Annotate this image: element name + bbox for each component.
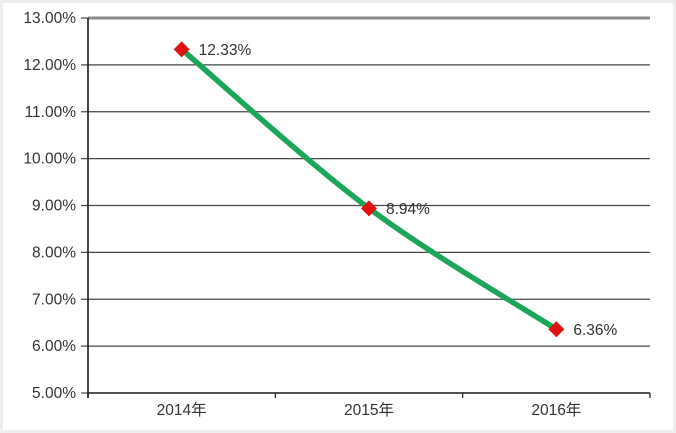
x-category-label: 2015年 (344, 401, 394, 419)
y-tick-label: 13.00% (23, 10, 76, 27)
y-tick-label: 5.00% (32, 385, 76, 402)
y-tick-label: 8.00% (32, 244, 76, 261)
data-point-label: 6.36% (573, 322, 617, 339)
y-tick-label: 7.00% (32, 291, 76, 308)
y-tick-label: 11.00% (25, 104, 77, 121)
y-tick-label: 10.00% (23, 151, 76, 168)
series-line (178, 46, 560, 332)
data-point-label: 8.94% (386, 201, 430, 218)
data-point-marker (361, 200, 377, 217)
data-point-label: 12.33% (199, 42, 252, 59)
data-point-marker (548, 321, 565, 338)
y-tick-label: 12.00% (23, 57, 76, 74)
y-tick-label: 6.00% (32, 338, 76, 355)
x-category-label: 2016年 (531, 401, 581, 419)
y-tick-label: 9.00% (32, 198, 76, 215)
x-category-label: 2014年 (157, 401, 207, 419)
data-point-marker (173, 41, 190, 58)
